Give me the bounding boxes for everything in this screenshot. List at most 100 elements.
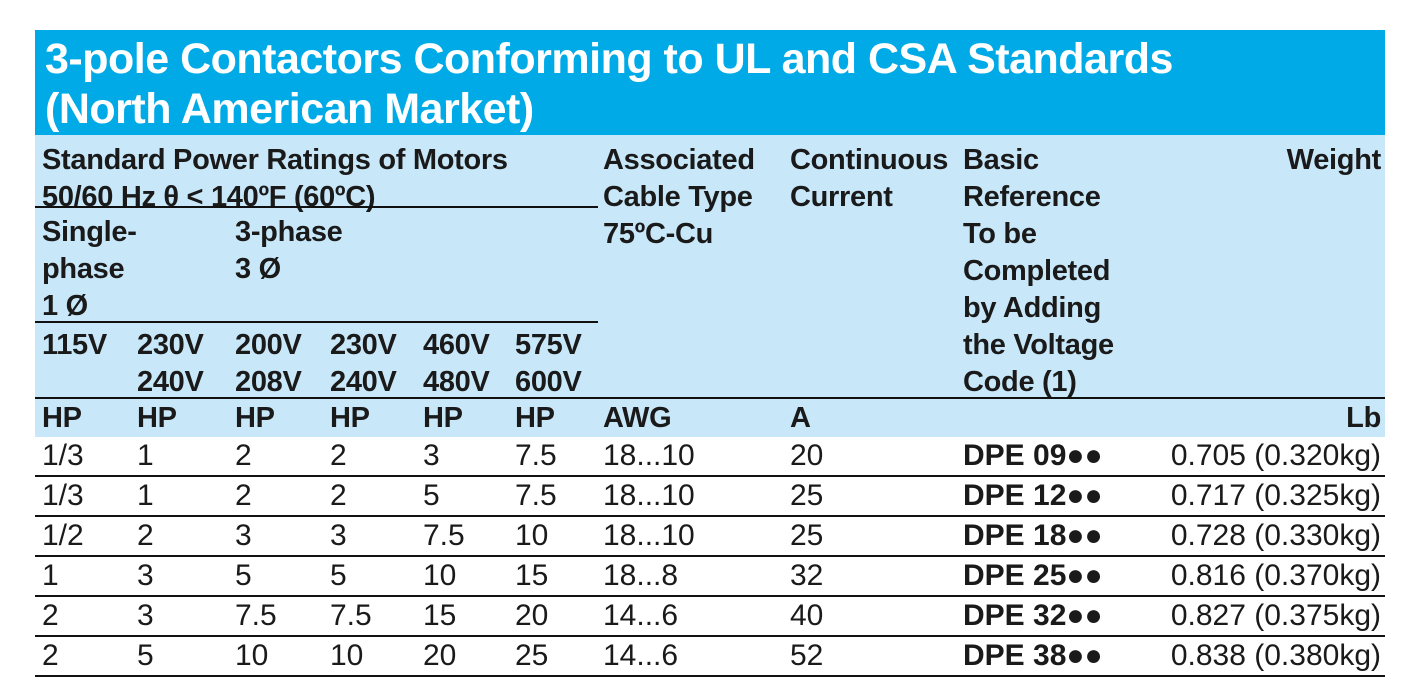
cell-hp-230v: 5 [137,639,154,672]
cell-hp-460v: 20 [423,639,457,672]
cell-hp-575v: 7.5 [515,479,557,512]
voltage-4-line-1: 230V [330,329,397,361]
unit-hp-2: HP [137,402,177,434]
current-line-2: Current [790,181,893,213]
cell-awg: 18...8 [603,559,679,592]
current-line-1: Continuous [790,144,949,176]
cell-hp-575v: 20 [515,599,549,632]
cell-hp-460v: 10 [423,559,457,592]
cell-hp-230v-3ph: 2 [330,439,347,472]
cell-hp-115v: 2 [42,599,59,632]
cell-reference: DPE 25●● [963,559,1103,592]
cell-reference: DPE 18●● [963,519,1103,552]
voltage-4-line-2: 240V [330,366,397,398]
voltage-col-4: 230V 240V [330,327,397,401]
cell-reference: DPE 38●● [963,639,1103,672]
three-phase-line-1: 3-phase [235,216,343,248]
rule-under-phase-labels [35,321,598,323]
cell-reference: DPE 32●● [963,599,1103,632]
cell-hp-115v: 1/3 [42,439,84,472]
rule-under-motor-title [35,206,598,208]
weight-header: Weight [1286,144,1382,176]
cell-awg: 14...6 [603,639,679,672]
cell-reference: DPE 12●● [963,479,1103,512]
reference-line-3: To be [963,218,1037,250]
voltage-6-line-2: 600V [515,366,582,398]
cable-line-2: Cable Type [603,181,753,213]
motor-group-title-line-2: 50/60 Hz θ < 140ºF (60ºC) [42,181,376,213]
reference-line-2: Reference [963,181,1101,213]
cell-hp-230v: 3 [137,559,154,592]
unit-amps: A [790,402,811,434]
voltage-5-line-1: 460V [423,329,490,361]
cell-hp-200v: 10 [235,639,269,672]
table-row: 1/3 1 2 2 5 7.5 18...10 25 DPE 12●● 0.71… [35,477,1385,517]
motor-group-title-line-1: Standard Power Ratings of Motors [42,144,508,176]
cell-weight: 0.705 (0.320kg) [1170,439,1381,472]
cell-hp-115v: 1 [42,559,59,592]
cell-hp-575v: 10 [515,519,549,552]
cell-amps: 25 [790,479,824,512]
reference-line-4: Completed [963,255,1111,287]
page-title-line-1: 3-pole Contactors Conforming to UL and C… [45,35,1173,83]
cell-hp-200v: 2 [235,439,252,472]
voltage-6-line-1: 575V [515,329,582,361]
cell-hp-230v-3ph: 5 [330,559,347,592]
cell-amps: 20 [790,439,824,472]
cable-type-header: Associated Cable Type 75ºC-Cu [603,142,755,253]
voltage-2-line-2: 240V [137,366,204,398]
cell-hp-230v-3ph: 10 [330,639,364,672]
cable-line-3: 75ºC-Cu [603,218,714,250]
cell-hp-230v: 3 [137,599,154,632]
basic-reference-header: Basic Reference To be Completed by Addin… [963,142,1114,401]
unit-hp-5: HP [423,402,463,434]
single-phase-line-3: 1 Ø [42,290,88,322]
cell-hp-200v: 5 [235,559,252,592]
voltage-col-6: 575V 600V [515,327,582,401]
cell-hp-575v: 25 [515,639,549,672]
cell-hp-460v: 7.5 [423,519,465,552]
table-row: 2 3 7.5 7.5 15 20 14...6 40 DPE 32●● 0.8… [35,597,1385,637]
cell-weight: 0.728 (0.330kg) [1170,519,1381,552]
page-title-line-2: (North American Market) [45,85,534,133]
reference-line-1: Basic [963,144,1039,176]
table-header: Standard Power Ratings of Motors 50/60 H… [35,135,1385,437]
cell-awg: 18...10 [603,519,695,552]
cell-hp-460v: 3 [423,439,440,472]
voltage-1-line-1: 115V [42,329,107,361]
cell-hp-460v: 5 [423,479,440,512]
voltage-5-line-2: 480V [423,366,490,398]
cell-hp-230v: 1 [137,479,154,512]
table-row: 1/2 2 3 3 7.5 10 18...10 25 DPE 18●● 0.7… [35,517,1385,557]
reference-line-5: by Adding [963,292,1101,324]
continuous-current-header: Continuous Current [790,142,948,216]
cell-weight: 0.816 (0.370kg) [1170,559,1381,592]
voltage-col-2: 230V 240V [137,327,204,401]
unit-hp-4: HP [330,402,370,434]
cell-hp-575v: 15 [515,559,549,592]
cell-hp-230v-3ph: 3 [330,519,347,552]
table-row: 1/3 1 2 2 3 7.5 18...10 20 DPE 09●● 0.70… [35,437,1385,477]
unit-hp-1: HP [42,402,82,434]
phase-group-single: Single- phase 1 Ø [42,214,137,325]
table-row: 1 3 5 5 10 15 18...8 32 DPE 25●● 0.816 (… [35,557,1385,597]
cell-hp-115v: 1/2 [42,519,84,552]
table-body: 1/3 1 2 2 3 7.5 18...10 20 DPE 09●● 0.70… [35,437,1385,677]
cell-amps: 25 [790,519,824,552]
voltage-col-3: 200V 208V [235,327,302,401]
rule-above-units [35,397,1385,399]
cell-hp-200v: 7.5 [235,599,277,632]
voltage-col-5: 460V 480V [423,327,490,401]
cell-amps: 40 [790,599,824,632]
cable-line-1: Associated [603,144,755,176]
cell-awg: 18...10 [603,439,695,472]
cell-awg: 14...6 [603,599,679,632]
unit-hp-6: HP [515,402,555,434]
cell-awg: 18...10 [603,479,695,512]
cell-hp-575v: 7.5 [515,439,557,472]
cell-hp-230v: 2 [137,519,154,552]
unit-lb: Lb [1346,402,1381,434]
phase-group-three: 3-phase 3 Ø [235,214,343,288]
cell-weight: 0.717 (0.325kg) [1170,479,1381,512]
